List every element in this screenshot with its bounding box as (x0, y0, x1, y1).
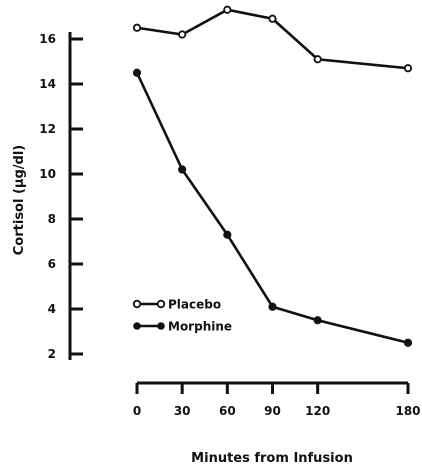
placebo-point (223, 5, 232, 14)
legend-morphine-marker (133, 322, 141, 330)
morphine-point (403, 338, 413, 347)
y-axis-title: Cortisol (μg/dl) (12, 145, 27, 255)
y-tick-label: 16 (39, 32, 56, 46)
x-tick-label: 90 (264, 404, 281, 418)
y-tick-label: 2 (48, 347, 56, 361)
morphine-line (135, 72, 409, 345)
x-tick-label: 180 (395, 404, 420, 418)
series-layer (132, 5, 413, 347)
x-tick-label: 60 (219, 404, 236, 418)
legend: Placebo Morphine (132, 298, 232, 334)
legend-placebo-label: Placebo (168, 298, 221, 312)
placebo-point (403, 64, 413, 73)
y-tick-label: 14 (39, 77, 56, 91)
y-tick-label: 10 (39, 167, 56, 181)
morphine-point (313, 316, 322, 325)
placebo-point (313, 55, 322, 64)
morphine-point (132, 68, 142, 77)
morphine-point (223, 230, 232, 239)
x-tick-label: 0 (133, 404, 141, 418)
y-tick-label: 4 (48, 302, 56, 316)
morphine-point (268, 302, 277, 311)
y-axis-ticks: 2 4 6 8 10 12 14 16 (39, 32, 83, 361)
legend-placebo-marker (132, 299, 142, 309)
placebo-point (268, 14, 277, 23)
placebo-line (136, 8, 409, 70)
x-axis-ticks: 0 30 60 90 120 180 (133, 383, 421, 418)
legend-morphine-marker (157, 322, 165, 330)
y-tick-label: 8 (48, 212, 56, 226)
legend-placebo-marker (156, 299, 166, 309)
morphine-point (178, 165, 187, 174)
y-tick-label: 12 (39, 122, 56, 136)
x-tick-label: 120 (305, 404, 330, 418)
y-tick-label: 6 (48, 257, 56, 271)
x-tick-label: 30 (174, 404, 191, 418)
x-axis-title: Minutes from Infusion (191, 451, 353, 466)
placebo-point (178, 30, 187, 39)
legend-morphine-label: Morphine (168, 320, 232, 334)
placebo-point (132, 23, 142, 32)
